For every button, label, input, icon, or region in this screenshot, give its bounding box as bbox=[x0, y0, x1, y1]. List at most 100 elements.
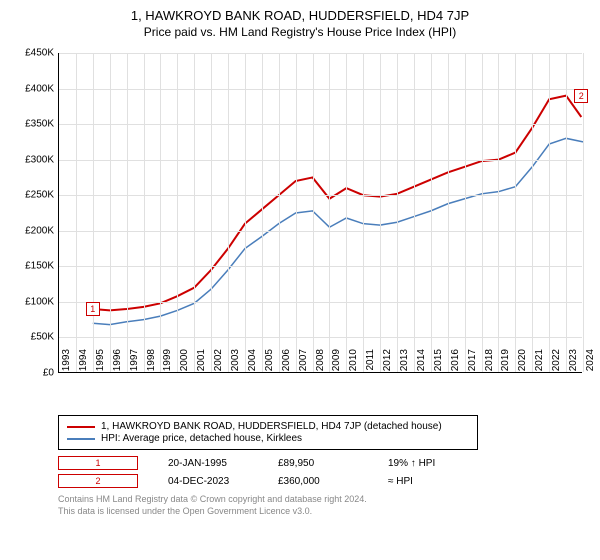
x-axis-label: 2018 bbox=[484, 349, 495, 379]
y-axis-label: £300K bbox=[14, 154, 54, 165]
gridline-v bbox=[414, 53, 415, 372]
footer-line: This data is licensed under the Open Gov… bbox=[58, 506, 590, 518]
gridline-v bbox=[160, 53, 161, 372]
row-marker: 1 bbox=[58, 456, 138, 470]
gridline-v bbox=[566, 53, 567, 372]
y-axis-label: £50K bbox=[14, 332, 54, 343]
chart-title: 1, HAWKROYD BANK ROAD, HUDDERSFIELD, HD4… bbox=[10, 8, 590, 23]
gridline-v bbox=[76, 53, 77, 372]
gridline-v bbox=[363, 53, 364, 372]
x-axis-label: 1995 bbox=[95, 349, 106, 379]
data-point-row: 120-JAN-1995£89,95019% ↑ HPI bbox=[58, 456, 590, 470]
x-axis-label: 2017 bbox=[467, 349, 478, 379]
x-axis-label: 2010 bbox=[348, 349, 359, 379]
x-axis-label: 2002 bbox=[213, 349, 224, 379]
y-axis-label: £200K bbox=[14, 225, 54, 236]
x-axis-label: 2006 bbox=[281, 349, 292, 379]
chart: 12 £0£50K£100K£150K£200K£250K£300K£350K£… bbox=[10, 47, 590, 407]
gridline-v bbox=[549, 53, 550, 372]
plot-area: 12 bbox=[58, 53, 582, 373]
x-axis-label: 2019 bbox=[500, 349, 511, 379]
gridline-v bbox=[144, 53, 145, 372]
gridline-v bbox=[498, 53, 499, 372]
gridline-v bbox=[346, 53, 347, 372]
gridline-h bbox=[59, 89, 582, 90]
gridline-v bbox=[431, 53, 432, 372]
x-axis-label: 1996 bbox=[112, 349, 123, 379]
gridline-h bbox=[59, 53, 582, 54]
y-axis-label: £400K bbox=[14, 83, 54, 94]
legend-swatch bbox=[67, 438, 95, 440]
x-axis-label: 2020 bbox=[517, 349, 528, 379]
chart-subtitle: Price paid vs. HM Land Registry's House … bbox=[10, 25, 590, 39]
x-axis-label: 2022 bbox=[551, 349, 562, 379]
x-axis-label: 2007 bbox=[298, 349, 309, 379]
series-line bbox=[93, 96, 582, 311]
row-date: 20-JAN-1995 bbox=[168, 458, 248, 469]
x-axis-label: 2014 bbox=[416, 349, 427, 379]
gridline-v bbox=[127, 53, 128, 372]
data-points-table: 120-JAN-1995£89,95019% ↑ HPI204-DEC-2023… bbox=[58, 456, 590, 488]
x-axis-label: 1994 bbox=[78, 349, 89, 379]
gridline-v bbox=[465, 53, 466, 372]
x-axis-label: 2023 bbox=[568, 349, 579, 379]
gridline-v bbox=[279, 53, 280, 372]
gridline-h bbox=[59, 231, 582, 232]
gridline-h bbox=[59, 160, 582, 161]
legend-item: 1, HAWKROYD BANK ROAD, HUDDERSFIELD, HD4… bbox=[67, 421, 469, 432]
gridline-v bbox=[262, 53, 263, 372]
legend-label: HPI: Average price, detached house, Kirk… bbox=[101, 433, 302, 444]
legend: 1, HAWKROYD BANK ROAD, HUDDERSFIELD, HD4… bbox=[58, 415, 478, 450]
y-axis-label: £0 bbox=[14, 368, 54, 379]
gridline-h bbox=[59, 302, 582, 303]
x-axis-label: 2013 bbox=[399, 349, 410, 379]
gridline-h bbox=[59, 195, 582, 196]
gridline-v bbox=[313, 53, 314, 372]
data-point-marker: 1 bbox=[86, 302, 100, 316]
gridline-h bbox=[59, 266, 582, 267]
gridline-v bbox=[194, 53, 195, 372]
row-marker: 2 bbox=[58, 474, 138, 488]
x-axis-label: 2012 bbox=[382, 349, 393, 379]
gridline-v bbox=[448, 53, 449, 372]
row-date: 04-DEC-2023 bbox=[168, 476, 248, 487]
x-axis-label: 2008 bbox=[315, 349, 326, 379]
x-axis-label: 2015 bbox=[433, 349, 444, 379]
x-axis-label: 2021 bbox=[534, 349, 545, 379]
gridline-v bbox=[482, 53, 483, 372]
x-axis-label: 2009 bbox=[331, 349, 342, 379]
x-axis-label: 2000 bbox=[179, 349, 190, 379]
x-axis-label: 2024 bbox=[585, 349, 596, 379]
gridline-v bbox=[397, 53, 398, 372]
x-axis-label: 2016 bbox=[450, 349, 461, 379]
gridline-v bbox=[532, 53, 533, 372]
row-delta: ≈ HPI bbox=[388, 476, 468, 487]
y-axis-label: £450K bbox=[14, 48, 54, 59]
y-axis-label: £250K bbox=[14, 190, 54, 201]
gridline-v bbox=[110, 53, 111, 372]
x-axis-label: 1997 bbox=[129, 349, 140, 379]
x-axis-label: 2001 bbox=[196, 349, 207, 379]
legend-swatch bbox=[67, 426, 95, 428]
data-point-marker: 2 bbox=[574, 89, 588, 103]
x-axis-label: 2005 bbox=[264, 349, 275, 379]
gridline-v bbox=[296, 53, 297, 372]
y-axis-label: £150K bbox=[14, 261, 54, 272]
x-axis-label: 1999 bbox=[162, 349, 173, 379]
x-axis-label: 1998 bbox=[146, 349, 157, 379]
gridline-v bbox=[245, 53, 246, 372]
legend-label: 1, HAWKROYD BANK ROAD, HUDDERSFIELD, HD4… bbox=[101, 421, 442, 432]
row-price: £89,950 bbox=[278, 458, 358, 469]
footer-line: Contains HM Land Registry data © Crown c… bbox=[58, 494, 590, 506]
gridline-v bbox=[380, 53, 381, 372]
x-axis-label: 2003 bbox=[230, 349, 241, 379]
gridline-v bbox=[228, 53, 229, 372]
legend-item: HPI: Average price, detached house, Kirk… bbox=[67, 433, 469, 444]
gridline-h bbox=[59, 337, 582, 338]
gridline-v bbox=[93, 53, 94, 372]
x-axis-label: 1993 bbox=[61, 349, 72, 379]
gridline-v bbox=[329, 53, 330, 372]
gridline-v bbox=[211, 53, 212, 372]
chart-lines bbox=[59, 53, 583, 373]
x-axis-label: 2011 bbox=[365, 349, 376, 379]
